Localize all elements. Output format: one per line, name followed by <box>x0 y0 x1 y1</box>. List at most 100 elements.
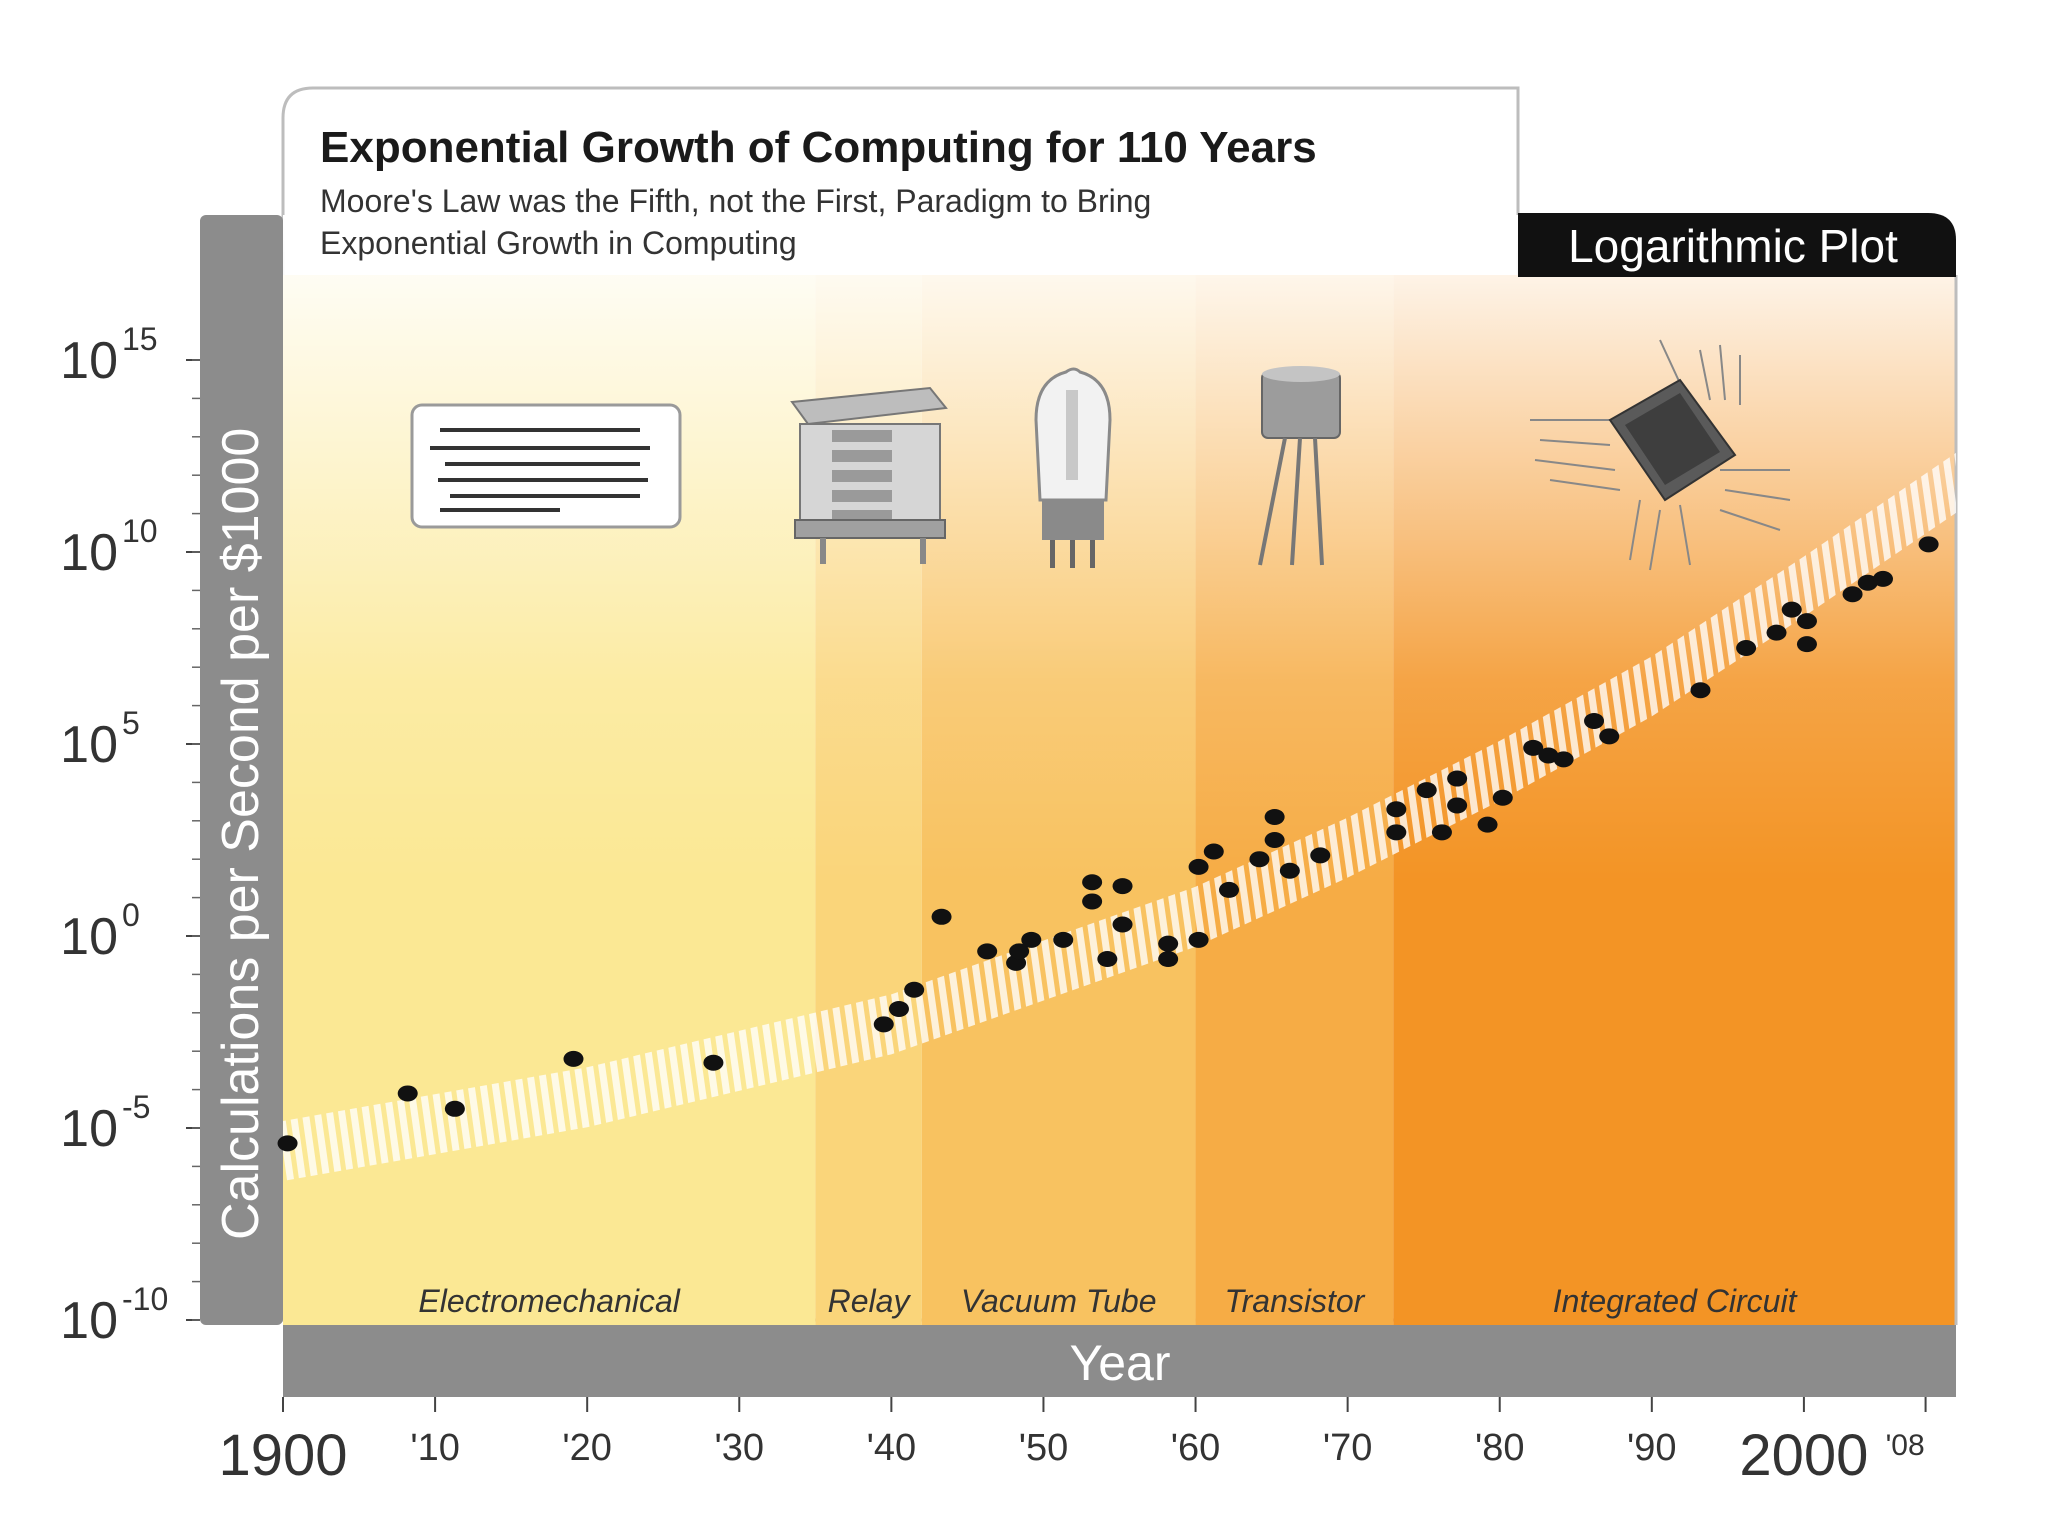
chart-title: Exponential Growth of Computing for 110 … <box>320 123 1317 172</box>
y-tick-label-3: 10 <box>60 908 118 966</box>
era-label-2: Vacuum Tube <box>961 1283 1157 1319</box>
data-point-46 <box>1781 601 1802 618</box>
data-point-2 <box>444 1100 465 1117</box>
data-point-49 <box>1842 586 1863 603</box>
x-tick-label-6: '60 <box>1171 1427 1221 1469</box>
data-point-50 <box>1857 574 1878 591</box>
data-point-12 <box>1021 931 1042 948</box>
data-point-28 <box>1279 862 1300 879</box>
data-point-21 <box>1188 931 1209 948</box>
data-point-42 <box>1599 728 1620 745</box>
data-point-30 <box>1386 824 1407 841</box>
data-point-40 <box>1553 751 1574 768</box>
data-point-16 <box>1097 951 1118 968</box>
data-point-27 <box>1264 808 1285 825</box>
era-label-1: Relay <box>828 1283 912 1319</box>
data-point-35 <box>1447 770 1468 787</box>
integrated-circuit-icon <box>1530 339 1791 571</box>
x-tick-label-0: 1900 <box>218 1423 347 1488</box>
data-point-19 <box>1158 951 1179 968</box>
plot-fade <box>283 215 1956 1325</box>
era-label-3: Transistor <box>1224 1283 1365 1319</box>
data-point-4 <box>703 1054 724 1071</box>
y-tick-exp-5: -10 <box>122 1281 168 1317</box>
data-point-36 <box>1477 816 1498 833</box>
data-point-8 <box>931 908 952 925</box>
chart-subtitle-line-1: Moore's Law was the Fifth, not the First… <box>320 183 1151 219</box>
y-axis-bar <box>200 215 283 1325</box>
vacuum-tube-icon <box>1034 367 1112 568</box>
data-point-24 <box>1219 881 1240 898</box>
era-label-4: Integrated Circuit <box>1553 1283 1798 1319</box>
plot-type-badge <box>1518 213 1956 277</box>
y-tick-label-4: 10 <box>60 1100 118 1158</box>
punch-card-icon <box>410 403 682 529</box>
x-ticks: 1900 '10 '20 '30 '40 '50 '60 '70 '80 '90 2000 '08 <box>218 1397 1927 1488</box>
data-point-26 <box>1264 832 1285 848</box>
era-labels: Electromechanical Relay Vacuum Tube Transis… <box>418 1283 1797 1319</box>
data-point-14 <box>1082 893 1103 910</box>
data-point-48 <box>1796 613 1817 630</box>
y-tick-exp-3: 0 <box>122 897 140 933</box>
data-point-13 <box>1053 931 1074 948</box>
data-point-23 <box>1203 843 1224 860</box>
x-tick-label-10: 2000 <box>1739 1423 1868 1488</box>
data-point-39 <box>1538 747 1559 764</box>
x-tick-label-9: '90 <box>1627 1427 1677 1469</box>
x-tick-label-1: '10 <box>410 1427 460 1469</box>
y-axis-label: Calculations per Second per $1000 <box>212 428 270 1240</box>
data-point-37 <box>1492 789 1513 806</box>
data-point-41 <box>1584 712 1605 729</box>
data-point-7 <box>904 981 925 998</box>
data-point-9 <box>977 943 998 960</box>
data-point-33 <box>1431 824 1452 841</box>
transistor-icon <box>1258 366 1341 566</box>
y-tick-label-0: 10 <box>60 332 118 390</box>
data-point-34 <box>1447 797 1468 814</box>
y-tick-exp-4: -5 <box>122 1089 150 1125</box>
data-point-15 <box>1082 874 1103 891</box>
data-point-51 <box>1872 570 1893 587</box>
data-point-43 <box>1690 682 1711 699</box>
x-tick-label-8: '80 <box>1475 1427 1525 1469</box>
data-point-3 <box>563 1050 584 1067</box>
x-axis-label: Year <box>1069 1335 1170 1391</box>
plot-type-label: Logarithmic Plot <box>1568 220 1898 272</box>
data-point-20 <box>1158 935 1179 952</box>
data-point-22 <box>1188 858 1209 875</box>
relay-icon <box>790 386 948 564</box>
x-axis-bar <box>283 1325 1956 1397</box>
y-tick-exp-2: 5 <box>122 705 140 741</box>
x-tick-label-3: '30 <box>715 1427 765 1469</box>
data-point-29 <box>1310 847 1331 864</box>
y-tick-exp-0: 15 <box>122 321 158 357</box>
y-tick-exp-1: 10 <box>122 513 158 549</box>
data-point-11 <box>1009 943 1030 960</box>
data-point-31 <box>1386 801 1407 818</box>
data-point-1 <box>397 1085 418 1102</box>
data-points <box>277 536 1939 1152</box>
data-point-18 <box>1112 878 1133 895</box>
x-tick-label-2: '20 <box>562 1427 612 1469</box>
data-point-25 <box>1249 851 1270 868</box>
data-point-0 <box>277 1135 298 1152</box>
y-tick-label-1: 10 <box>60 524 118 582</box>
x-tick-label-7: '70 <box>1323 1427 1373 1469</box>
data-point-44 <box>1736 640 1757 656</box>
data-point-38 <box>1523 739 1544 756</box>
data-point-32 <box>1416 782 1437 799</box>
y-tick-label-5: 10 <box>60 1292 118 1350</box>
x-tick-label-11: '08 <box>1886 1429 1925 1462</box>
data-point-47 <box>1796 636 1817 653</box>
y-tick-label-2: 10 <box>60 716 118 774</box>
data-point-5 <box>873 1016 894 1033</box>
data-point-45 <box>1766 624 1787 641</box>
data-point-17 <box>1112 916 1133 933</box>
x-tick-label-4: '40 <box>867 1427 917 1469</box>
era-label-0: Electromechanical <box>418 1283 680 1319</box>
chart-subtitle-line-2: Exponential Growth in Computing <box>320 225 797 261</box>
x-tick-label-5: '50 <box>1019 1427 1069 1469</box>
data-point-6 <box>888 1000 909 1017</box>
